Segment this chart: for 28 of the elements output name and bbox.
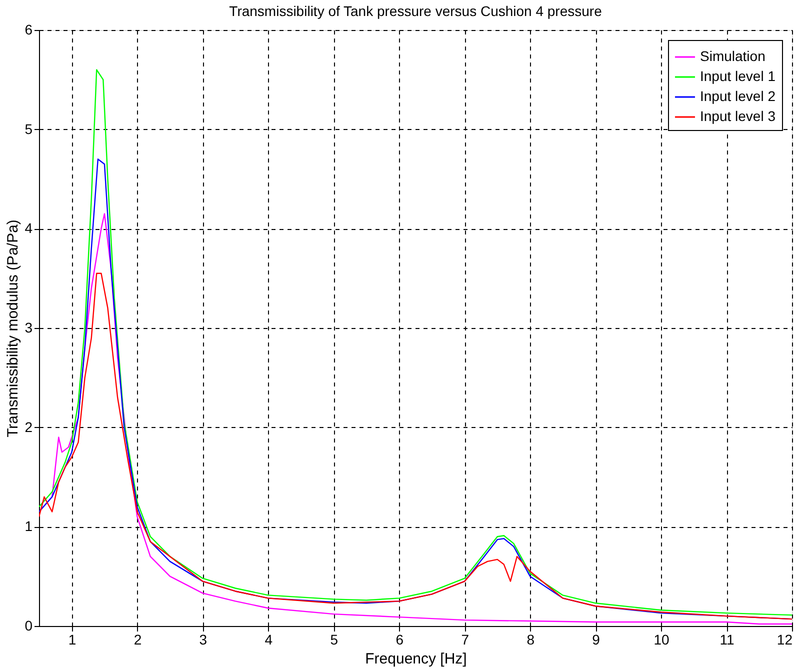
y-axis-title: Transmissibility modulus (Pa/Pa) (4, 220, 22, 438)
x-tick-label: 5 (330, 632, 338, 648)
legend-label: Input level 2 (700, 88, 776, 104)
line-series (39, 272, 792, 620)
y-tick-label: 0 (24, 618, 33, 634)
y-tick-label: 2 (24, 418, 33, 435)
x-tick-label: 4 (264, 632, 273, 648)
x-tick-label: 3 (199, 632, 208, 648)
x-axis-title: Frequency [Hz] (365, 650, 467, 668)
chart-title: Transmissibility of Tank pressure versus Cushion 4 pressure (229, 3, 602, 19)
x-tick-label: 7 (461, 632, 470, 648)
x-tick-label: 8 (526, 632, 535, 648)
x-tick-label: 10 (654, 632, 670, 648)
x-tick-label: 2 (134, 632, 142, 648)
x-tick-label: 12 (776, 632, 793, 648)
y-tick-label: 1 (24, 518, 33, 534)
legend-label: Input level 1 (700, 68, 776, 84)
legend-label: Simulation (700, 48, 766, 64)
y-tick-label: 4 (24, 220, 33, 236)
x-tick-label: 11 (720, 632, 734, 648)
legend-label: Input level 3 (700, 108, 776, 124)
y-tick-label: 6 (24, 22, 33, 38)
y-tick-label: 5 (24, 120, 33, 137)
line-series (39, 69, 792, 616)
x-tick-label: 9 (592, 632, 600, 648)
x-tick-label: 6 (396, 632, 404, 648)
y-tick-label: 3 (24, 320, 33, 336)
x-tick-label: 1 (68, 632, 76, 648)
